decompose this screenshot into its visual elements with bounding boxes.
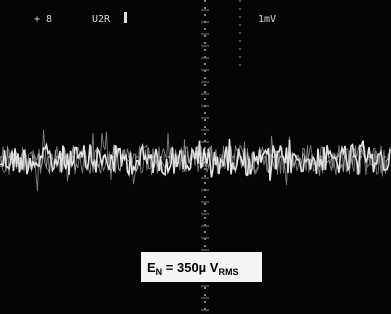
page: + 8 U2R 1mV EN = 350µ VRMS (() => { cons… — [0, 0, 391, 314]
readout-left: + 8 — [34, 14, 52, 25]
label-unit-subscript: RMS — [218, 267, 238, 277]
cursor-marker — [124, 12, 127, 23]
readout-center: U2R — [92, 14, 111, 25]
label-text: = 350µ V — [162, 260, 219, 275]
oscilloscope-screen: + 8 U2R 1mV EN = 350µ VRMS — [0, 0, 391, 314]
readout-right: 1mV — [258, 14, 276, 25]
label-symbol: E — [147, 260, 156, 275]
